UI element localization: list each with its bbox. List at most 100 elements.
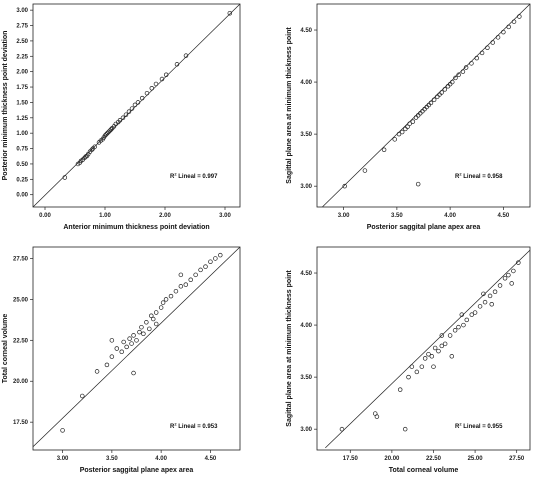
data-point xyxy=(461,322,466,328)
fit-line xyxy=(325,249,530,449)
data-point xyxy=(139,324,144,330)
data-point xyxy=(432,345,438,351)
data-point xyxy=(487,293,493,299)
data-point xyxy=(109,338,115,343)
data-point xyxy=(106,129,111,135)
data-point xyxy=(203,264,208,269)
data-point xyxy=(339,426,345,432)
data-point xyxy=(502,275,508,281)
data-point xyxy=(198,267,203,273)
data-point xyxy=(131,333,136,338)
data-point xyxy=(123,112,129,117)
data-point xyxy=(139,95,145,101)
y-tick-label: 0.25 xyxy=(16,177,28,183)
chart-panel-4: 17.50 20.00 22.50 25.00 27.50 3.00 3.50 4.00 4.5… xyxy=(286,246,531,474)
data-point xyxy=(456,72,461,78)
y-tick-label: 0.00 xyxy=(16,193,28,199)
plot-frame xyxy=(316,3,531,208)
chart-panel-1: 0.00 1.00 2.00 3.00 0.00 0.25 0.50 0.75 1.00 1.25… xyxy=(2,3,241,231)
data-point xyxy=(407,121,412,126)
y-axis-label: Sagittal plane area at minimum thickness… xyxy=(286,27,293,184)
data-point xyxy=(153,310,159,315)
data-point xyxy=(147,326,152,332)
x-tick-label: 20.00 xyxy=(384,456,400,462)
y-tick-label: 4.00 xyxy=(300,80,312,86)
data-point xyxy=(102,133,108,138)
data-point xyxy=(183,282,189,287)
data-point xyxy=(509,281,514,286)
data-point xyxy=(62,175,68,180)
data-point xyxy=(109,354,115,359)
data-point xyxy=(460,69,466,74)
y-tick-label: 1.75 xyxy=(16,85,28,91)
x-tick-label: 4.50 xyxy=(205,456,217,462)
y-axis-label: Sagittal plane area at minimum thickness… xyxy=(286,270,293,427)
data-point xyxy=(453,75,458,81)
data-point xyxy=(399,129,405,135)
plot-frame xyxy=(316,246,531,451)
data-point xyxy=(342,183,347,189)
data-point xyxy=(183,53,189,58)
chart-panel-3: 3.00 3.50 4.00 4.50 17.50 20.00 22.50 25.00 27.5… xyxy=(2,246,241,474)
data-point xyxy=(163,72,169,77)
data-point xyxy=(511,268,516,274)
fit-line xyxy=(33,247,240,447)
y-tick-label: 2.75 xyxy=(16,24,28,30)
y-tick-label: 1.00 xyxy=(16,131,28,137)
data-point xyxy=(495,35,501,40)
data-point xyxy=(80,393,85,399)
x-tick-label: 3.00 xyxy=(57,456,69,462)
data-point xyxy=(92,144,98,149)
data-point xyxy=(178,284,184,289)
data-point xyxy=(469,61,474,66)
data-point xyxy=(158,305,164,310)
data-point xyxy=(188,277,193,282)
y-tick-label: 2.00 xyxy=(16,70,28,76)
data-point xyxy=(227,10,233,16)
data-point xyxy=(129,106,135,111)
data-point xyxy=(134,338,139,343)
y-tick-label: 25.00 xyxy=(13,297,29,303)
y-tick-label: 4.50 xyxy=(300,271,312,277)
data-point xyxy=(135,100,141,105)
data-point xyxy=(108,127,114,132)
y-tick-label: 27.50 xyxy=(13,256,29,262)
x-tick-label: 3.50 xyxy=(106,456,118,462)
data-point xyxy=(381,147,387,152)
data-point xyxy=(414,369,420,375)
r-squared-label: R2 Lineal = 0.997 xyxy=(170,172,218,181)
data-point xyxy=(208,259,213,264)
data-point xyxy=(442,87,448,92)
data-point xyxy=(479,50,485,56)
data-point xyxy=(409,364,415,369)
data-point xyxy=(463,65,469,70)
data-point xyxy=(481,291,486,297)
y-axis-label: Posterior minimum thickness point deviat… xyxy=(2,31,9,181)
data-point xyxy=(193,272,198,278)
data-point xyxy=(151,316,156,322)
data-point xyxy=(107,128,113,133)
data-point xyxy=(149,313,154,319)
data-point xyxy=(396,131,402,137)
data-point xyxy=(477,304,483,309)
data-point xyxy=(482,299,488,305)
x-tick-label: 25.00 xyxy=(468,456,484,462)
data-point xyxy=(137,329,142,335)
data-point xyxy=(490,40,495,45)
data-point xyxy=(405,124,410,130)
data-point xyxy=(450,79,455,85)
y-tick-label: 3.50 xyxy=(300,375,312,381)
data-point xyxy=(126,109,132,114)
data-point xyxy=(362,168,368,173)
data-point xyxy=(452,328,458,333)
x-tick-label: 0.00 xyxy=(39,213,51,219)
data-point xyxy=(124,344,129,350)
y-tick-label: 4.00 xyxy=(300,323,312,329)
x-tick-label: 17.50 xyxy=(343,456,359,462)
data-point xyxy=(485,45,490,50)
data-point xyxy=(492,289,498,295)
data-point xyxy=(173,288,179,294)
y-tick-label: 22.50 xyxy=(13,338,29,344)
data-point xyxy=(392,137,397,142)
